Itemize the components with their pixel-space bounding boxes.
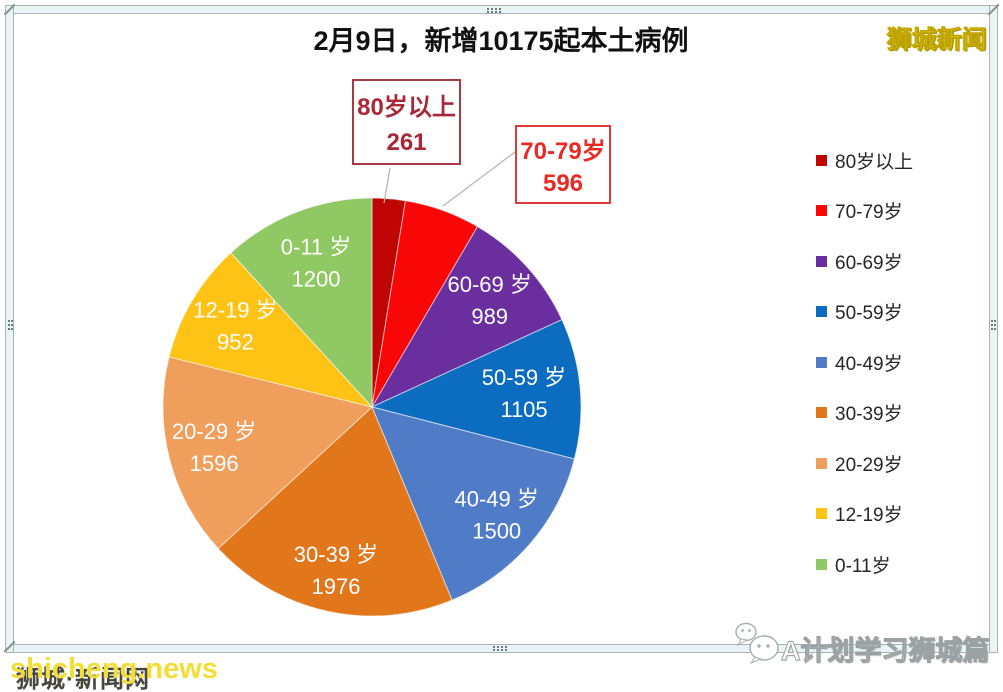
resize-handle-top-icon[interactable] (487, 8, 489, 10)
resize-handle-bottom-icon[interactable] (493, 646, 495, 648)
pie-slice-2 (370, 225, 563, 409)
pie-slice-value: 1105 (500, 397, 547, 422)
legend-item-1: 70-79岁 (816, 186, 986, 237)
legend-item-2: 60-69岁 (816, 236, 986, 287)
legend-label: 0-11岁 (835, 555, 891, 577)
pie-slice-5 (217, 406, 453, 617)
legend-label: 50-59岁 (835, 303, 903, 325)
pie-slice-3 (370, 319, 582, 460)
wechat-icon (735, 622, 779, 665)
callout-label: 70-79岁 (520, 138, 606, 165)
chart-legend: 80岁以上 70-79岁 60-69岁 50-59岁 40-49岁 30-39岁 20-29… (816, 135, 986, 590)
legend-label: 20-29岁 (835, 454, 903, 476)
legend-label: 12-19岁 (835, 505, 903, 527)
legend-label: 30-39岁 (835, 404, 903, 426)
legend-item-6: 20-29岁 (816, 438, 986, 489)
legend-swatch-icon (816, 205, 827, 217)
legend-swatch-icon (816, 306, 827, 318)
legend-swatch-icon (816, 356, 827, 368)
legend-label: 70-79岁 (835, 202, 903, 224)
pie-slice-label: 40-49 岁 (455, 487, 539, 512)
callout-value: 261 (386, 128, 427, 156)
resize-handle-top-right-icon[interactable] (988, 4, 999, 15)
legend-item-4: 40-49岁 (816, 337, 986, 388)
resize-handle-bottom-left-icon[interactable] (4, 641, 15, 652)
pie-slice-label: 60-69 岁 (448, 272, 532, 297)
legend-item-3: 50-59岁 (816, 287, 986, 338)
pie-slice-value: 1500 (472, 519, 521, 544)
callout-leader-line (442, 151, 516, 207)
resize-handle-bottom-right-icon[interactable] (967, 638, 978, 649)
pie-slice-value: 989 (471, 304, 508, 329)
page-title: 2月9日，新增10175起本土病例 (313, 26, 689, 56)
callout-value: 596 (542, 170, 584, 197)
legend-item-5: 30-39岁 (816, 388, 986, 439)
pie-slice-value: 1596 (190, 451, 239, 476)
pie-slice-label: 20-29 岁 (172, 419, 256, 444)
pie-slice-value: 952 (217, 329, 254, 354)
legend-label: 60-69岁 (835, 252, 903, 274)
pie-slice-label: 30-39 岁 (294, 542, 378, 567)
resize-handle-right-icon[interactable] (991, 320, 993, 322)
resize-handle-top-left-icon[interactable] (4, 4, 15, 15)
legend-label: 40-49岁 (835, 353, 903, 375)
callout-label: 80岁以上 (357, 94, 456, 122)
pie-slice-4 (371, 406, 576, 601)
legend-swatch-icon (816, 407, 827, 419)
pie-slice-label: 50-59 岁 (482, 365, 566, 390)
legend-swatch-icon (816, 255, 827, 267)
site-logo: 狮城新闻 (886, 26, 988, 55)
legend-label: 80岁以上 (835, 151, 914, 173)
pie-slice-8 (230, 197, 373, 409)
watermark-chinese: 狮城·新闻网 (16, 666, 150, 692)
legend-item-8: 0-11岁 (816, 539, 986, 590)
legend-swatch-icon (816, 508, 827, 520)
watermark-a-plan: A计划学习狮城篇 (781, 636, 990, 667)
callout-80-plus: 80岁以上 261 (352, 79, 461, 165)
pie-slice-label: 0-11 岁 (281, 234, 352, 259)
legend-item-0: 80岁以上 (816, 135, 986, 186)
callout-70-79: 70-79岁 596 (515, 125, 611, 204)
legend-swatch-icon (816, 457, 827, 469)
callout-leader-line (383, 167, 391, 204)
pie-slice-6 (162, 356, 374, 550)
pie-slice-7 (168, 252, 374, 408)
legend-item-7: 12-19岁 (816, 489, 986, 540)
watermark-shicheng-news: shicheng.news (10, 653, 218, 685)
legend-swatch-icon (816, 558, 827, 570)
pie-slice-value: 1200 (292, 266, 341, 291)
pie-slice-label: 12-19 岁 (193, 297, 277, 322)
pie-slice-value: 1976 (312, 574, 361, 599)
legend-swatch-icon (816, 154, 827, 166)
resize-handle-left-icon[interactable] (8, 320, 10, 322)
